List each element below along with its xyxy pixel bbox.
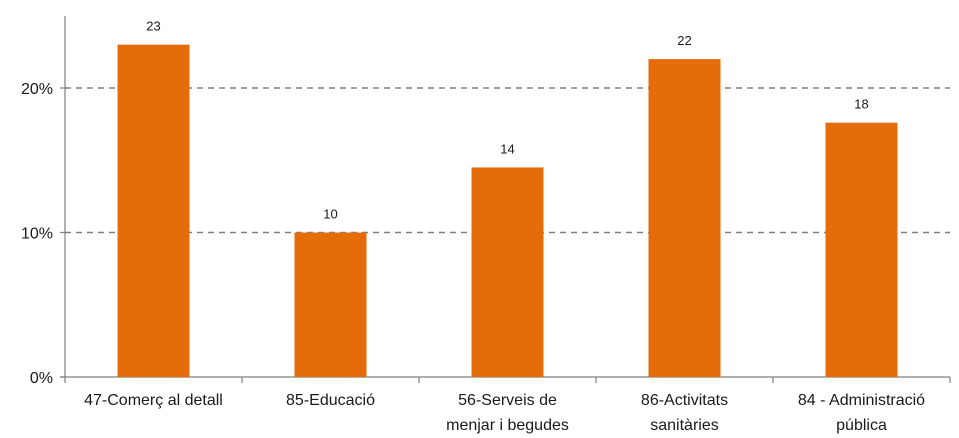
bar-4 [825,122,898,378]
category-label-4-line-1: pública [836,417,887,434]
category-label-4-line-0: 84 - Administració [798,392,925,409]
y-tick-labels: 0% 10% 20% [21,81,65,387]
category-label-1-line-0: 85-Educació [286,392,375,409]
data-label-2: 14 [500,141,514,156]
bar-3 [648,59,721,377]
data-labels: 23 10 14 22 18 [146,19,868,222]
category-label-2-line-0: 56-Serveis de [458,392,557,409]
category-label-2-line-1: menjar i begudes [446,417,569,434]
y-tick-label-1: 10% [21,226,53,243]
category-label-0-line-0: 47-Comerç al detall [84,392,223,409]
category-label-3-line-0: 86-Activitats [641,392,728,409]
bars [117,44,898,378]
data-label-0: 23 [146,19,160,34]
bar-0 [117,44,190,378]
bar-1 [294,232,367,377]
data-label-1: 10 [323,207,337,222]
bar-2 [471,167,544,377]
data-label-4: 18 [854,97,868,112]
category-labels: 47-Comerç al detall 85-Educació 56-Serveis… [84,392,925,434]
y-tick-label-2: 20% [21,81,53,98]
y-tick-label-0: 0% [30,370,53,387]
category-label-3-line-1: sanitàries [650,417,718,434]
data-label-3: 22 [677,33,691,48]
x-ticks [64,377,951,383]
